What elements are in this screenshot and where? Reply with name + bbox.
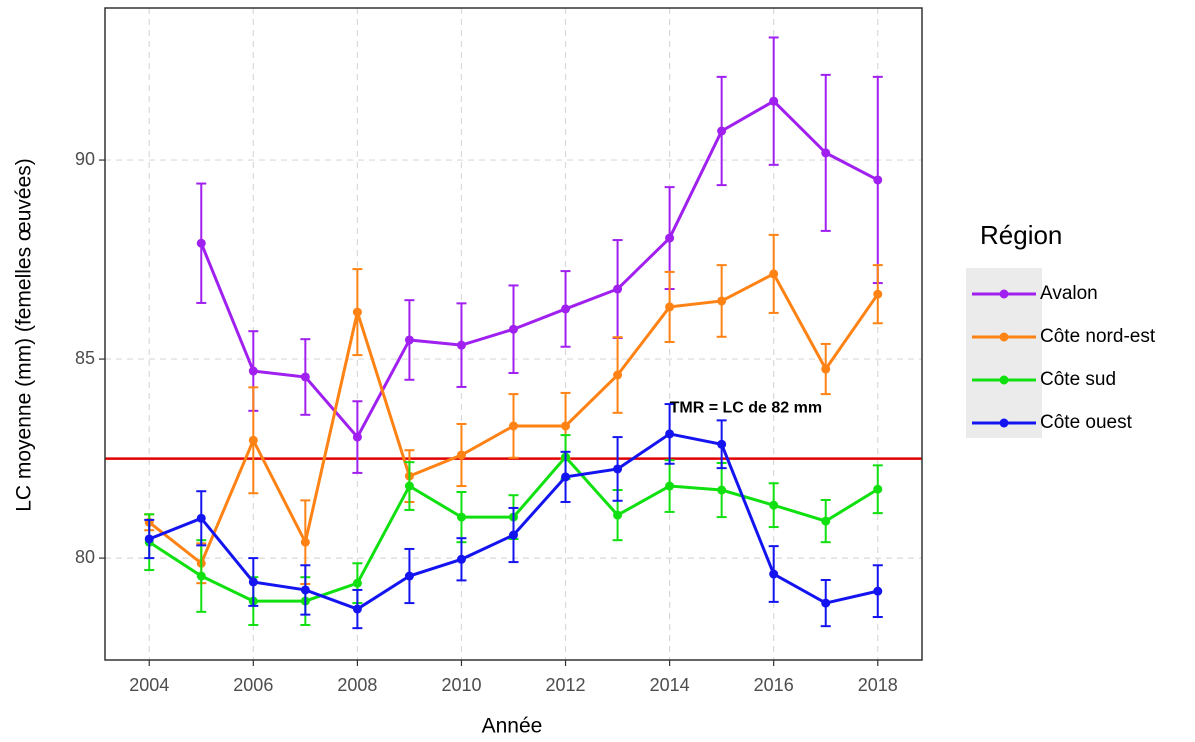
data-point bbox=[613, 284, 623, 294]
x-axis-title: Année bbox=[482, 715, 543, 738]
data-point bbox=[248, 435, 258, 445]
x-tick-label: 2004 bbox=[129, 675, 169, 695]
data-point bbox=[509, 421, 518, 431]
data-point bbox=[873, 586, 883, 596]
data-point bbox=[352, 432, 362, 442]
data-point bbox=[300, 585, 310, 595]
x-tick-label: 2010 bbox=[441, 675, 481, 695]
data-point bbox=[665, 302, 675, 312]
legend-key-point bbox=[999, 418, 1009, 428]
data-point bbox=[717, 439, 727, 449]
legend-key-point bbox=[999, 289, 1009, 299]
plot-border bbox=[104, 7, 923, 661]
annotation: TMR = LC de 82 mm bbox=[670, 399, 822, 416]
legend-label: Côte ouest bbox=[1040, 412, 1133, 433]
data-point bbox=[300, 537, 310, 547]
legend-label: Côte nord-est bbox=[1040, 326, 1156, 347]
data-point bbox=[873, 484, 883, 494]
data-point bbox=[352, 604, 362, 614]
data-point bbox=[561, 472, 571, 482]
data-point bbox=[248, 577, 258, 587]
data-point bbox=[300, 372, 310, 382]
data-point bbox=[821, 364, 831, 374]
data-point bbox=[821, 516, 831, 526]
data-point bbox=[769, 569, 779, 579]
data-point bbox=[509, 324, 518, 334]
x-tick-label: 2008 bbox=[337, 675, 377, 695]
data-point bbox=[769, 96, 779, 106]
data-point bbox=[456, 340, 466, 350]
data-point bbox=[144, 534, 154, 544]
data-point bbox=[821, 598, 831, 608]
data-point bbox=[456, 450, 466, 460]
data-point bbox=[196, 513, 206, 523]
data-point bbox=[717, 296, 727, 306]
data-point bbox=[352, 578, 362, 588]
data-point bbox=[509, 530, 518, 540]
data-point bbox=[404, 481, 414, 491]
legend-label: Avalon bbox=[1040, 283, 1098, 304]
data-point bbox=[196, 238, 206, 248]
data-point bbox=[717, 126, 727, 136]
y-tick-label: 80 bbox=[75, 547, 95, 567]
legend-key-point bbox=[999, 375, 1009, 385]
data-point bbox=[665, 429, 675, 439]
series-line bbox=[199, 99, 879, 440]
data-point bbox=[769, 500, 779, 510]
y-axis-title: LC moyenne (mm) (femelles œuvées) bbox=[13, 158, 36, 512]
data-point bbox=[352, 307, 362, 317]
data-point bbox=[717, 485, 727, 495]
data-point bbox=[665, 481, 675, 491]
data-point bbox=[613, 464, 623, 474]
data-point bbox=[873, 289, 883, 299]
data-point bbox=[873, 175, 883, 185]
data-point bbox=[821, 148, 831, 158]
x-tick-label: 2012 bbox=[546, 675, 586, 695]
y-tick-label: 90 bbox=[75, 149, 95, 169]
x-tick-label: 2014 bbox=[650, 675, 690, 695]
data-point bbox=[665, 233, 675, 243]
data-point bbox=[769, 269, 779, 279]
x-tick-label: 2006 bbox=[233, 675, 273, 695]
data-point bbox=[404, 335, 414, 345]
y-tick-label: 85 bbox=[75, 348, 95, 368]
legend-key-point bbox=[999, 332, 1009, 342]
data-point bbox=[456, 512, 466, 522]
data-point bbox=[613, 370, 623, 380]
data-point bbox=[456, 554, 466, 564]
legend-title: Région bbox=[980, 220, 1062, 250]
data-point bbox=[561, 421, 571, 431]
data-point bbox=[404, 571, 414, 581]
legend-label: Côte sud bbox=[1040, 369, 1116, 390]
x-tick-label: 2016 bbox=[754, 675, 794, 695]
data-point bbox=[561, 304, 571, 314]
data-point bbox=[613, 510, 623, 520]
data-point bbox=[196, 571, 206, 581]
data-point bbox=[248, 366, 258, 376]
x-tick-label: 2018 bbox=[858, 675, 898, 695]
